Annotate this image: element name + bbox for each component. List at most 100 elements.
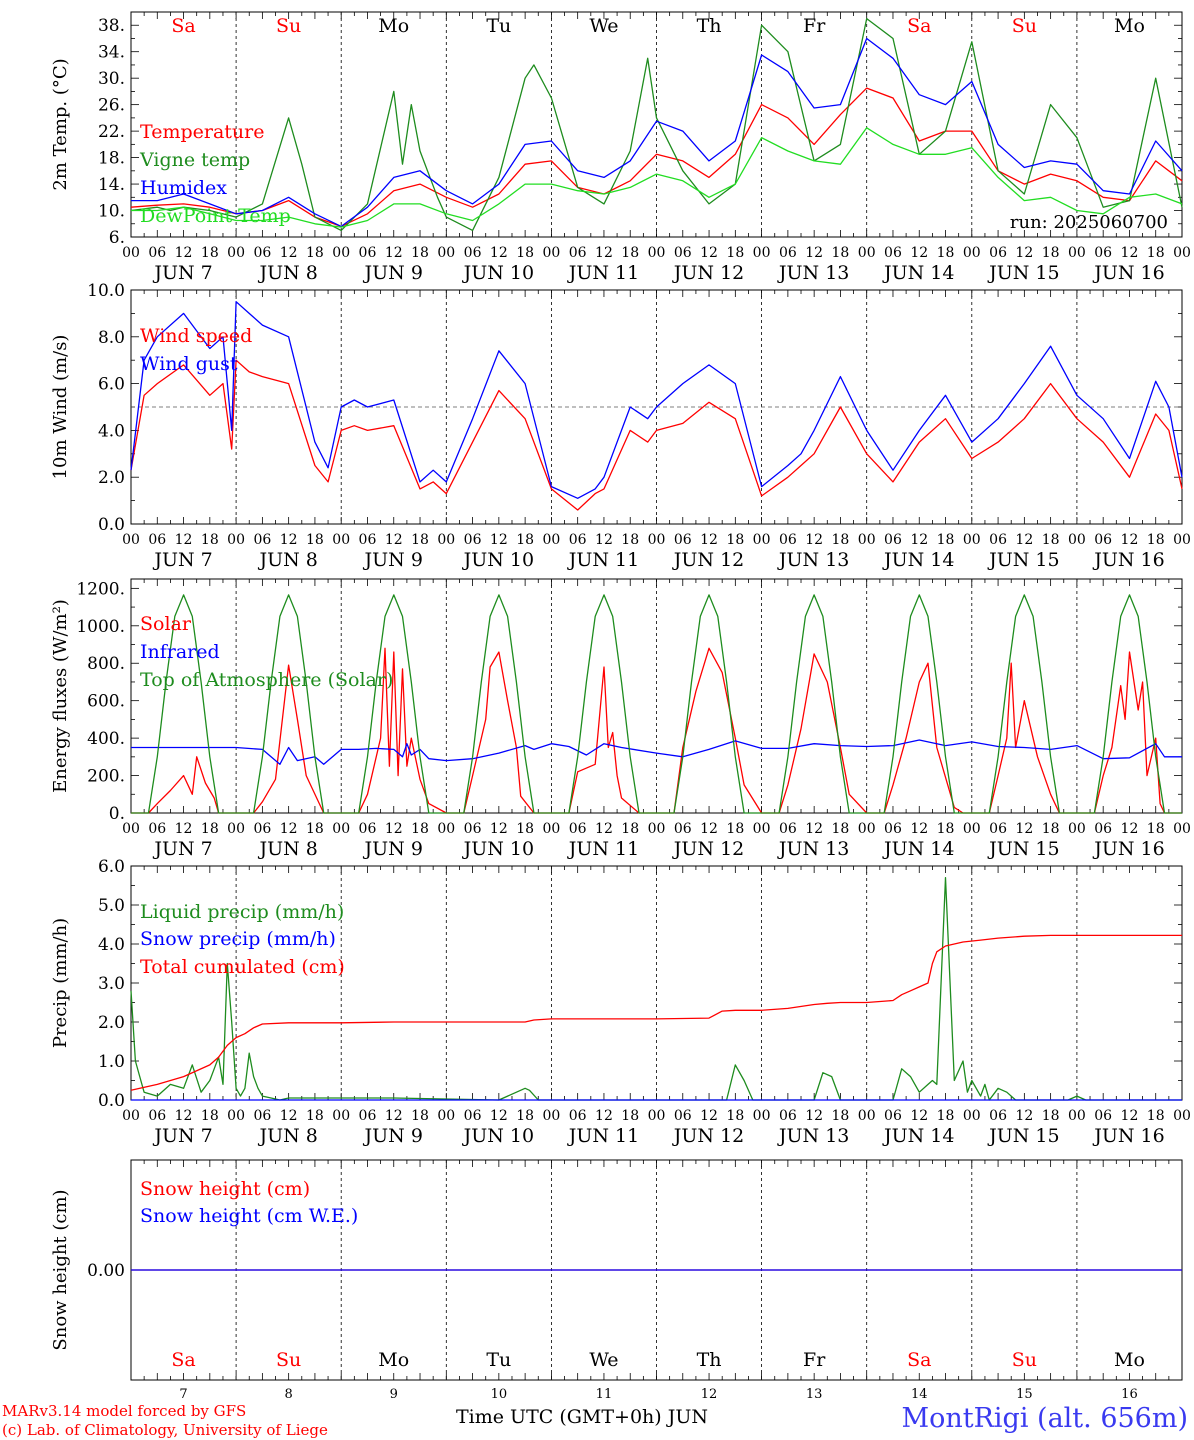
- x-hour-label: 00: [122, 1108, 140, 1124]
- x-hour-label: 12: [280, 532, 298, 548]
- x-hour-label: 06: [779, 1108, 797, 1124]
- y-axis-label: Snow height (cm): [50, 1189, 71, 1350]
- x-hour-label: 00: [332, 1108, 350, 1124]
- x-date-label: JUN 8: [257, 1125, 317, 1147]
- x-hour-label: 18: [201, 245, 219, 261]
- x-hour-label: 06: [989, 1108, 1007, 1124]
- x-hour-label: 18: [937, 532, 955, 548]
- weekday-label: Su: [1012, 1349, 1037, 1371]
- x-hour-label: 06: [569, 532, 587, 548]
- x-date-label: JUN 15: [987, 1125, 1059, 1147]
- x-hour-label: 00: [227, 821, 245, 837]
- weekday-label: Fr: [803, 1349, 826, 1371]
- x-hour-label: 06: [359, 1108, 377, 1124]
- y-tick-label: 2.0: [98, 1013, 125, 1033]
- x-hour-label: 12: [280, 1108, 298, 1124]
- legend-top-of-atmosphere-solar: Top of Atmosphere (Solar): [140, 669, 393, 691]
- x-hour-label: 00: [1068, 245, 1086, 261]
- x-hour-label: 06: [253, 1108, 271, 1124]
- x-hour-label: 18: [1042, 245, 1060, 261]
- weekday-label: Su: [276, 15, 301, 37]
- x-hour-label: 18: [726, 821, 744, 837]
- x-hour-label: 18: [201, 1108, 219, 1124]
- y-tick-label: 0.0: [98, 1091, 125, 1111]
- x-hour-label: 06: [884, 1108, 902, 1124]
- y-tick-label: 8.0: [98, 328, 125, 348]
- y-tick-label: 0.00: [87, 1261, 125, 1281]
- x-hour-label: 18: [621, 532, 639, 548]
- x-date-label: JUN 14: [882, 262, 954, 284]
- x-hour-label: 18: [201, 532, 219, 548]
- weekday-label: We: [589, 1349, 618, 1371]
- x-hour-label: 00: [963, 245, 981, 261]
- x-hour-label: 12: [805, 1108, 823, 1124]
- x-hour-label: 12: [910, 245, 928, 261]
- x-hour-label: 06: [1094, 821, 1112, 837]
- x-hour-label: 00: [648, 821, 666, 837]
- x-day-number: 15: [1016, 1387, 1033, 1402]
- x-hour-label: 06: [464, 245, 482, 261]
- x-date-label: JUN 13: [777, 1125, 849, 1147]
- series-line-wind-gust: [130, 301, 1183, 499]
- x-hour-label: 00: [437, 1108, 455, 1124]
- x-hour-label: 06: [1094, 532, 1112, 548]
- y-tick-label: 10.: [98, 202, 125, 222]
- x-hour-label: 06: [989, 532, 1007, 548]
- x-hour-label: 00: [227, 1108, 245, 1124]
- x-date-label: JUN 13: [777, 838, 849, 860]
- x-hour-label: 00: [542, 821, 560, 837]
- x-hour-label: 12: [175, 1108, 193, 1124]
- legend-snow-height-cm: Snow height (cm): [140, 1178, 310, 1200]
- y-tick-label: 400.: [87, 729, 125, 749]
- x-hour-label: 12: [175, 245, 193, 261]
- x-hour-label: 00: [332, 245, 350, 261]
- x-hour-label: 12: [595, 821, 613, 837]
- x-axis-title: Time UTC (GMT+0h) JUN: [456, 1406, 708, 1428]
- x-hour-label: 06: [674, 821, 692, 837]
- y-tick-label: 800.: [87, 654, 125, 674]
- x-hour-label: 12: [175, 821, 193, 837]
- y-tick-label: 3.0: [98, 974, 125, 994]
- x-hour-label: 18: [726, 1108, 744, 1124]
- x-hour-label: 00: [437, 532, 455, 548]
- x-hour-label: 12: [490, 821, 508, 837]
- x-hour-label: 06: [464, 821, 482, 837]
- y-tick-label: 26.: [98, 96, 125, 116]
- x-hour-label: 18: [411, 532, 429, 548]
- x-hour-label: 12: [910, 821, 928, 837]
- x-hour-label: 18: [411, 245, 429, 261]
- x-hour-label: 18: [1147, 821, 1165, 837]
- y-tick-label: 0.: [109, 804, 125, 824]
- x-date-label: JUN 9: [363, 262, 423, 284]
- x-hour-label: 18: [1042, 1108, 1060, 1124]
- x-hour-label: 12: [700, 821, 718, 837]
- x-hour-label: 12: [805, 245, 823, 261]
- panel-4: 0.0 1.0 2.0 3.0 4.0 5.0 6.0 Precip (mm/h) Liquid…: [50, 857, 1191, 1147]
- x-date-label: JUN 14: [882, 1125, 954, 1147]
- x-hour-label: 06: [989, 821, 1007, 837]
- x-day-number: 13: [806, 1387, 823, 1402]
- y-tick-label: 30.: [98, 69, 125, 89]
- x-hour-label: 06: [1094, 1108, 1112, 1124]
- x-date-label: JUN 11: [567, 262, 639, 284]
- y-tick-label: 1.0: [98, 1052, 125, 1072]
- x-hour-label: 18: [306, 532, 324, 548]
- x-hour-label: 00: [1068, 532, 1086, 548]
- x-date-label: JUN 11: [567, 549, 639, 571]
- y-tick-label: 4.0: [98, 935, 125, 955]
- x-date-label: JUN 9: [363, 549, 423, 571]
- x-date-label: JUN 11: [567, 838, 639, 860]
- y-tick-label: 4.0: [98, 421, 125, 441]
- series-line-temperature: [130, 87, 1183, 228]
- series-line-liquid-precip-mm-h: [130, 877, 1182, 1101]
- x-hour-label: 06: [253, 245, 271, 261]
- x-hour-label: 12: [910, 1108, 928, 1124]
- x-hour-label: 18: [621, 1108, 639, 1124]
- x-date-label: JUN 12: [672, 549, 744, 571]
- x-hour-label: 18: [516, 532, 534, 548]
- x-hour-label: 06: [148, 1108, 166, 1124]
- x-hour-label: 12: [385, 532, 403, 548]
- x-hour-label: 00: [122, 821, 140, 837]
- x-hour-label: 12: [280, 821, 298, 837]
- x-hour-label: 18: [937, 245, 955, 261]
